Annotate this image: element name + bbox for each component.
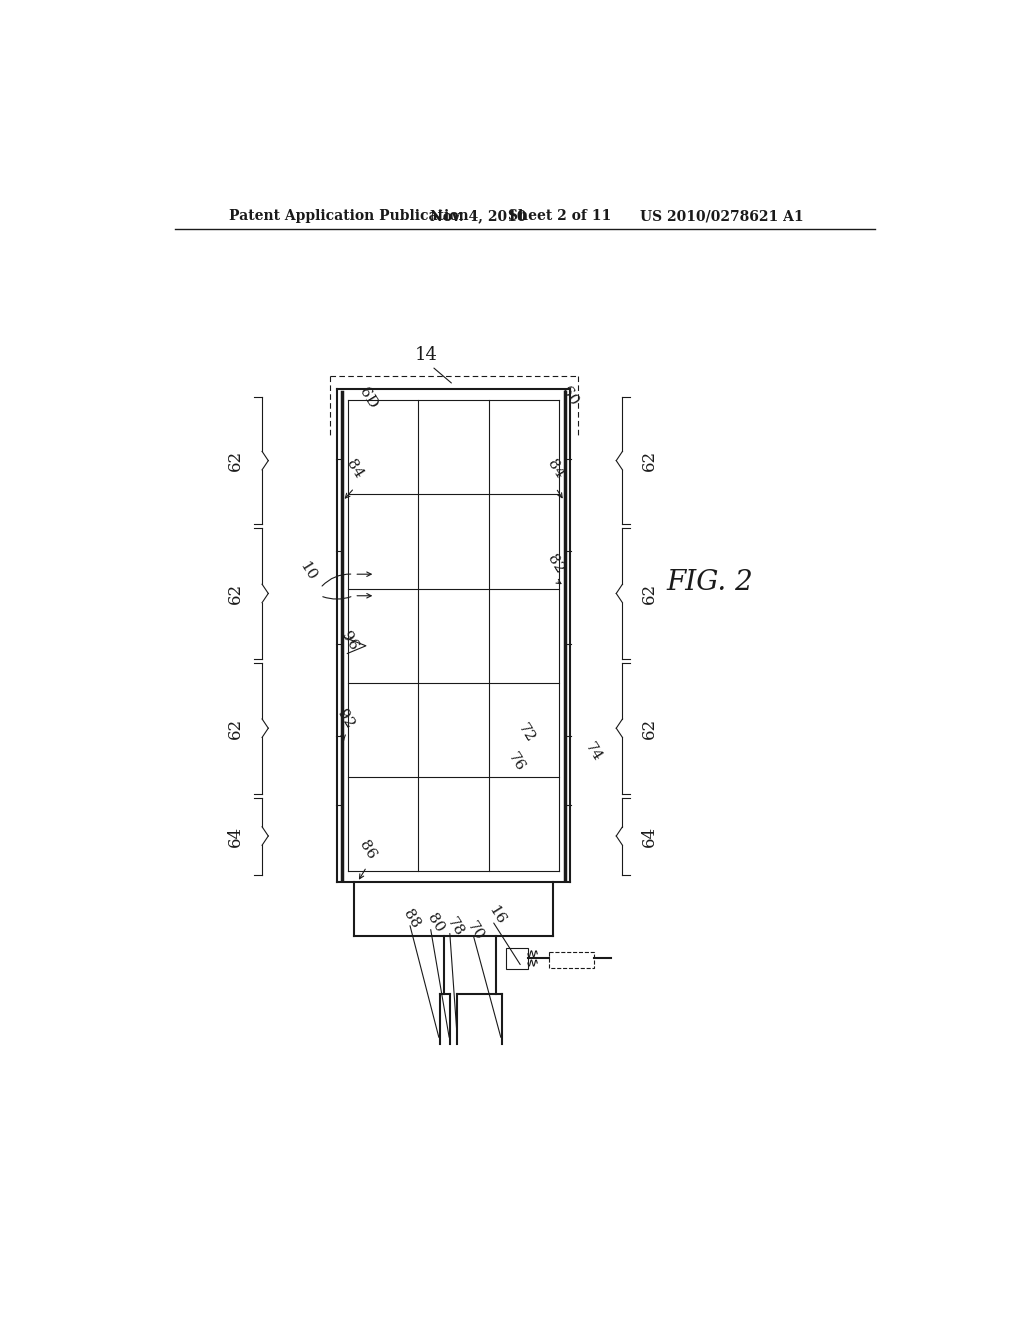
Text: 96: 96 — [339, 628, 361, 652]
Text: 80: 80 — [424, 911, 446, 936]
Text: 62: 62 — [226, 450, 244, 471]
Text: 62: 62 — [641, 718, 658, 739]
Text: 6D: 6D — [356, 385, 380, 412]
Text: Sheet 2 of 11: Sheet 2 of 11 — [508, 209, 611, 223]
Text: 62: 62 — [641, 583, 658, 605]
Text: 62: 62 — [226, 718, 244, 739]
Text: 60: 60 — [558, 384, 581, 408]
Text: 64: 64 — [226, 825, 244, 846]
Text: 82: 82 — [544, 552, 566, 576]
Text: 74: 74 — [583, 741, 604, 764]
Text: 92: 92 — [335, 708, 357, 731]
Text: 14: 14 — [415, 346, 438, 364]
Text: 84: 84 — [545, 457, 567, 480]
Text: FIG. 2: FIG. 2 — [667, 569, 754, 595]
Bar — [549, 952, 594, 969]
Text: US 2010/0278621 A1: US 2010/0278621 A1 — [640, 209, 803, 223]
Text: Nov. 4, 2010: Nov. 4, 2010 — [430, 209, 526, 223]
Text: 16: 16 — [486, 904, 508, 928]
Text: 84: 84 — [343, 457, 366, 480]
Text: 88: 88 — [400, 908, 423, 932]
Text: 78: 78 — [444, 915, 466, 939]
Text: 64: 64 — [641, 825, 658, 846]
Text: 62: 62 — [226, 583, 244, 605]
Bar — [506, 948, 528, 969]
Text: 62: 62 — [641, 450, 658, 471]
Text: 72: 72 — [515, 721, 538, 744]
Text: Patent Application Publication: Patent Application Publication — [228, 209, 468, 223]
Text: 10: 10 — [297, 560, 319, 583]
Text: 86: 86 — [356, 838, 379, 862]
Text: 70: 70 — [464, 919, 486, 942]
Text: 76: 76 — [506, 750, 527, 774]
